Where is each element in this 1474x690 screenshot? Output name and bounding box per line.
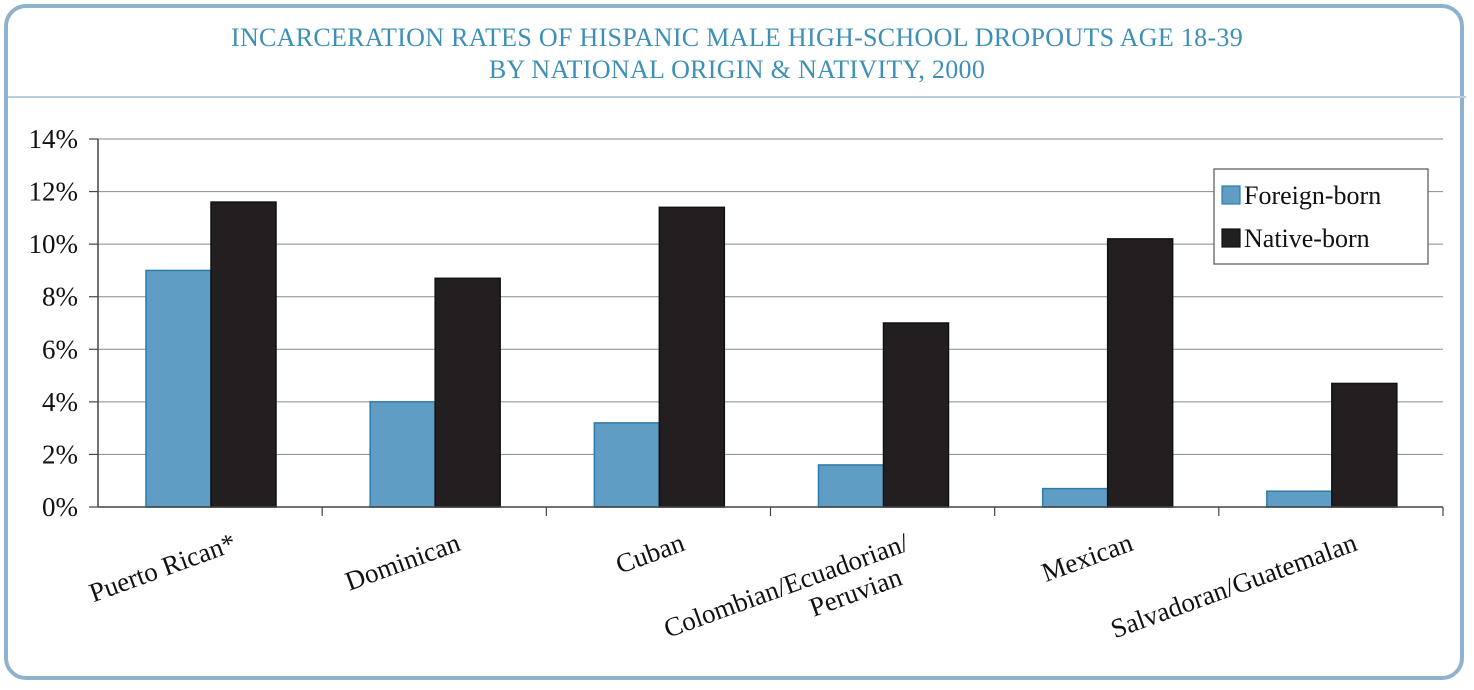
bar-foreign-born-4 xyxy=(1041,487,1109,508)
x-category-label: Puerto Rican* xyxy=(85,527,240,608)
legend-box xyxy=(1213,168,1429,265)
y-axis-tick-labels: 0% 2% 4% 6% 8% 10% 12% 14% xyxy=(29,124,79,522)
x-category-label: Salvadoran/Guatemalan xyxy=(1107,527,1361,644)
bar-foreign-born-2 xyxy=(593,422,661,508)
x-category-label: Dominican xyxy=(341,527,464,596)
y-tick-label: 4% xyxy=(42,387,78,417)
y-tick-label: 6% xyxy=(42,334,78,364)
x-axis-category-labels: Puerto Rican* Dominican CubanColombian/Ecu… xyxy=(85,527,1361,672)
y-tick-label: 12% xyxy=(29,177,79,207)
bar-native-born-1 xyxy=(434,277,501,508)
chart-subtitle: BY NATIONAL ORIGIN & NATIVITY, 2000 xyxy=(488,55,986,84)
legend: Foreign-born Native-born xyxy=(1213,168,1429,265)
bars xyxy=(145,201,1398,508)
bar-native-born-5 xyxy=(1331,382,1398,508)
legend-swatch-1 xyxy=(1221,228,1241,248)
x-category-label-line: Cuban xyxy=(612,527,689,579)
x-category-label-line: Puerto Rican* xyxy=(85,527,240,608)
chart-title: INCARCERATION RATES OF HISPANIC MALE HIG… xyxy=(230,23,1244,52)
axes xyxy=(89,138,1444,516)
y-tick-label: 14% xyxy=(29,124,79,154)
bar-foreign-born-5 xyxy=(1266,490,1333,508)
y-tick-label: 2% xyxy=(42,439,78,469)
bar-native-born-0 xyxy=(210,201,277,508)
legend-swatch-0 xyxy=(1221,185,1241,205)
legend-label-0: Foreign-born xyxy=(1244,181,1381,210)
x-category-label-line: Salvadoran/Guatemalan xyxy=(1107,527,1361,644)
bar-native-born-3 xyxy=(882,322,950,508)
y-tick-label: 0% xyxy=(42,492,78,522)
y-tick-label: 10% xyxy=(29,229,79,259)
x-category-label: Mexican xyxy=(1038,527,1137,588)
x-category-label-line: Mexican xyxy=(1038,527,1137,588)
x-category-label-line: Dominican xyxy=(341,527,464,596)
chart-title-block: INCARCERATION RATES OF HISPANIC MALE HIG… xyxy=(0,22,1474,86)
bar-foreign-born-1 xyxy=(369,401,436,508)
y-tick-label: 8% xyxy=(42,282,78,312)
bar-foreign-born-0 xyxy=(145,269,212,508)
x-category-label: Colombian/Ecuadorian/Peruvian xyxy=(660,527,923,672)
title-divider xyxy=(8,96,1466,98)
bar-native-born-2 xyxy=(658,206,726,508)
bar-native-born-4 xyxy=(1106,238,1174,508)
legend-label-1: Native-born xyxy=(1244,224,1370,253)
x-category-label: Cuban xyxy=(612,527,689,579)
bar-foreign-born-3 xyxy=(817,464,885,508)
